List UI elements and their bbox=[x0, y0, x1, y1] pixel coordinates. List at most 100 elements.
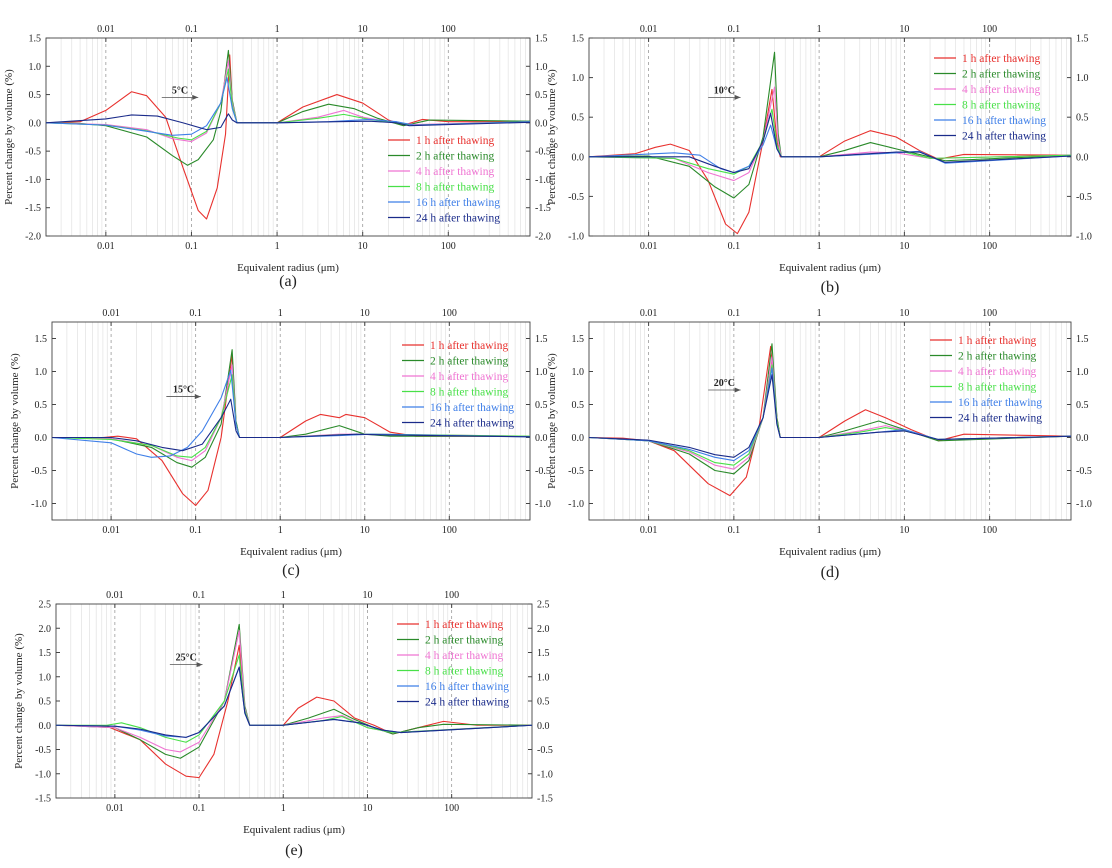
y-tick-label-right: 1.0 bbox=[535, 62, 548, 73]
legend-label-4: 8 h after thawing bbox=[430, 387, 508, 399]
legend-label-6: 24 h after thawing bbox=[416, 213, 500, 225]
x-tick-label: 1 bbox=[275, 241, 280, 252]
series-line-2 bbox=[588, 343, 1072, 475]
x-tick-label-top: 100 bbox=[441, 24, 456, 35]
legend-label-5: 16 h after thawing bbox=[958, 397, 1042, 409]
temperature-label: 25°C bbox=[176, 653, 197, 664]
legend-label-1: 1 h after thawing bbox=[416, 135, 494, 147]
legend-label-1: 1 h after thawing bbox=[425, 619, 503, 631]
y-tick-label: 1.5 bbox=[35, 334, 48, 345]
y-tick-label-right: 0.0 bbox=[535, 433, 548, 444]
plot-frame bbox=[45, 37, 531, 237]
y-tick-label-right: -1.0 bbox=[535, 499, 551, 510]
legend-label-3: 4 h after thawing bbox=[962, 84, 1040, 96]
y-tick-label-right: 0.0 bbox=[535, 118, 548, 129]
x-tick-label-top: 1 bbox=[281, 590, 286, 601]
temperature-label: 20°C bbox=[714, 378, 735, 389]
chart-panel-d: 0.01 0.01 0.1 0.1 1 1 10 10 100 100 -1.0 -1.0 -0.5 -0… bbox=[546, 308, 1092, 581]
series-line-6 bbox=[52, 398, 531, 452]
y-tick-label: -1.0 bbox=[35, 769, 51, 780]
y-tick-label-right: 0.5 bbox=[535, 400, 548, 411]
chart-panel-a: 0.01 0.01 0.1 0.1 1 1 10 10 100 100 -2.0 -2.0 -1.5 -1… bbox=[3, 24, 551, 290]
series-line-5 bbox=[588, 367, 1072, 462]
x-tick-label: 1 bbox=[817, 525, 822, 536]
y-tick-label: 0.5 bbox=[29, 90, 42, 101]
chart-panel-e: 0.01 0.01 0.1 0.1 1 1 10 10 100 100 -1.5 -1.5 -1.0 -1… bbox=[13, 590, 553, 859]
y-tick-label-right: 1.0 bbox=[537, 672, 550, 683]
y-tick-label: 1.5 bbox=[39, 648, 52, 659]
x-tick-label: 0.1 bbox=[728, 525, 741, 536]
y-tick-label: 1.0 bbox=[35, 367, 48, 378]
y-tick-label: -0.5 bbox=[25, 147, 41, 158]
y-tick-label-right: 1.0 bbox=[1076, 367, 1089, 378]
x-axis-title: Equivalent radius (μm) bbox=[240, 546, 342, 558]
y-tick-label: 0.0 bbox=[29, 118, 42, 129]
legend-label-4: 8 h after thawing bbox=[416, 182, 494, 194]
series-line-1 bbox=[588, 88, 1072, 235]
legend-label-3: 4 h after thawing bbox=[416, 166, 494, 178]
x-tick-label-top: 0.1 bbox=[185, 24, 198, 35]
panel-label: (e) bbox=[285, 842, 303, 859]
x-tick-label: 0.1 bbox=[193, 803, 206, 814]
legend-label-5: 16 h after thawing bbox=[962, 115, 1046, 127]
y-tick-label: 0.5 bbox=[35, 400, 48, 411]
y-tick-label-right: -1.0 bbox=[1076, 499, 1092, 510]
series-line-6 bbox=[45, 113, 531, 131]
y-tick-label-right: 1.5 bbox=[535, 34, 548, 45]
y-tick-label: -1.0 bbox=[31, 499, 47, 510]
legend-label-4: 8 h after thawing bbox=[962, 100, 1040, 112]
x-tick-label: 100 bbox=[982, 525, 997, 536]
series-line-2 bbox=[51, 349, 530, 468]
legend-label-1: 1 h after thawing bbox=[962, 53, 1040, 65]
x-tick-label-top: 100 bbox=[442, 308, 457, 319]
x-tick-label: 0.1 bbox=[185, 241, 198, 252]
y-axis-title: Percent change by volume (%) bbox=[3, 69, 15, 205]
x-tick-label: 10 bbox=[358, 241, 368, 252]
y-tick-label-right: -1.5 bbox=[537, 794, 553, 805]
y-tick-label: 1.5 bbox=[572, 334, 585, 345]
panel-label: (b) bbox=[821, 279, 840, 296]
x-tick-label: 10 bbox=[362, 803, 372, 814]
legend-label-1: 1 h after thawing bbox=[430, 340, 508, 352]
legend-label-5: 16 h after thawing bbox=[430, 402, 514, 414]
panel-label: (a) bbox=[279, 273, 297, 290]
y-tick-label: 0.5 bbox=[572, 400, 585, 411]
y-tick-label-right: -1.0 bbox=[537, 769, 553, 780]
y-tick-label: 0.0 bbox=[35, 433, 48, 444]
temperature-arrowhead bbox=[194, 394, 201, 400]
legend-label-6: 24 h after thawing bbox=[962, 131, 1046, 143]
y-tick-label: 1.0 bbox=[39, 672, 52, 683]
y-tick-label: -1.5 bbox=[25, 203, 41, 214]
y-tick-label-right: -0.5 bbox=[1076, 466, 1092, 477]
x-tick-label-top: 0.1 bbox=[728, 308, 741, 319]
x-tick-label: 100 bbox=[441, 241, 456, 252]
x-tick-label-top: 1 bbox=[278, 308, 283, 319]
y-axis-title: Percent change by volume (%) bbox=[546, 353, 558, 489]
x-tick-label: 0.01 bbox=[106, 803, 124, 814]
x-tick-label-top: 1 bbox=[817, 24, 822, 35]
legend-label-2: 2 h after thawing bbox=[430, 356, 508, 368]
legend-label-6: 24 h after thawing bbox=[430, 418, 514, 430]
y-tick-label-right: 2.5 bbox=[537, 600, 550, 611]
series-line-6 bbox=[589, 112, 1072, 174]
y-tick-label-right: -0.5 bbox=[537, 745, 553, 756]
y-tick-label-right: 0.0 bbox=[1076, 152, 1089, 163]
legend-label-5: 16 h after thawing bbox=[425, 681, 509, 693]
y-tick-label: 0.0 bbox=[572, 152, 585, 163]
y-tick-label: -1.0 bbox=[568, 499, 584, 510]
legend-label-4: 8 h after thawing bbox=[958, 382, 1036, 394]
x-tick-label: 100 bbox=[982, 241, 997, 252]
x-tick-label: 100 bbox=[444, 803, 459, 814]
x-tick-label: 0.01 bbox=[640, 241, 658, 252]
y-tick-label: 2.5 bbox=[39, 600, 52, 611]
legend-label-5: 16 h after thawing bbox=[416, 197, 500, 209]
x-tick-label: 0.1 bbox=[189, 525, 202, 536]
y-tick-label-right: -0.5 bbox=[535, 147, 551, 158]
legend-label-3: 4 h after thawing bbox=[958, 366, 1036, 378]
y-tick-label-right: 0.5 bbox=[535, 90, 548, 101]
y-tick-label-right: 0.5 bbox=[537, 697, 550, 708]
temperature-label: 10°C bbox=[714, 85, 735, 96]
y-tick-label-right: -0.5 bbox=[535, 466, 551, 477]
x-tick-label-top: 0.01 bbox=[640, 308, 658, 319]
